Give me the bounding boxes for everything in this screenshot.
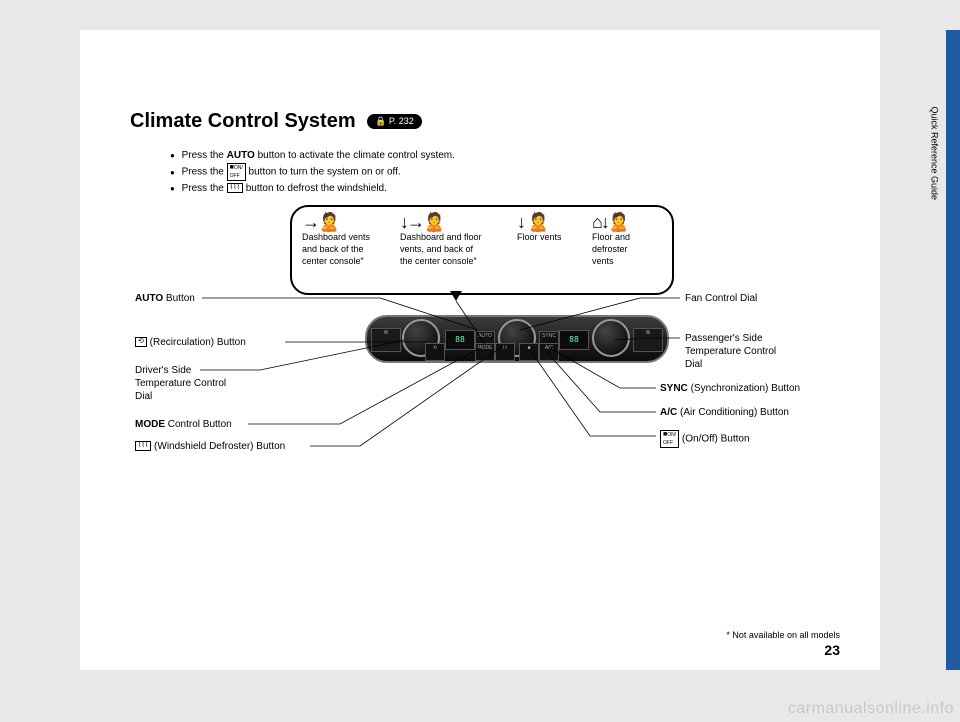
title-text: Climate Control System (130, 110, 356, 132)
vent-mode-3: ↓ 🙎 Floor vents (517, 213, 562, 243)
windshield-icon: ⌇⌇⌇ (135, 441, 151, 451)
page-ref-badge: 🔒 P. 232 (367, 114, 422, 129)
manual-page: Climate Control System 🔒 P. 232 Press th… (80, 30, 880, 670)
watermark: carmanualsonline.info (788, 700, 954, 718)
seat-heat-right: ≋ (633, 328, 663, 352)
callout-passenger-dial: Passenger's Side Temperature Control Dia… (685, 332, 776, 371)
footnote: * Not available on all models (726, 630, 840, 640)
climate-panel: ≋ 88 ⟲ AUTO MODE ⌇⌇ SYNC A/C 88 ■ ≋ (365, 315, 669, 363)
callout-ac: A/C (Air Conditioning) Button (660, 406, 789, 419)
bullet-1: Press the AUTO button to activate the cl… (170, 148, 455, 163)
bullet-2: Press the ■ON/OFF button to turn the sys… (170, 163, 455, 181)
vent-mode-4: ⌂↓🙎 Floor and defroster vents (592, 213, 630, 267)
mode-button[interactable]: MODE (475, 343, 495, 361)
defrost-button[interactable]: ⌇⌇ (495, 343, 515, 361)
vent-mode-1: →🙎 Dashboard vents and back of the cente… (302, 213, 370, 267)
instruction-list: Press the AUTO button to activate the cl… (130, 148, 455, 196)
section-label: Quick Reference Guide (930, 106, 940, 200)
callout-windshield-defrost: ⌇⌇⌇ (Windshield Defroster) Button (135, 440, 285, 453)
callout-mode: MODE Control Button (135, 418, 232, 431)
page-number: 23 (824, 642, 840, 658)
callout-auto: AUTO Button (135, 292, 195, 305)
seat-heat-left: ≋ (371, 328, 401, 352)
vent-pointer (450, 291, 462, 301)
passenger-temp-dial[interactable] (592, 319, 630, 357)
onoff-icon-2: ■ON/OFF (660, 430, 679, 448)
callout-fan-dial: Fan Control Dial (685, 292, 757, 305)
callout-sync: SYNC (Synchronization) Button (660, 382, 800, 395)
ac-button[interactable]: A/C (539, 343, 559, 361)
recirc-button[interactable]: ⟲ (425, 343, 445, 361)
bullet-3: Press the ⌇⌇⌇ button to defrost the wind… (170, 181, 455, 196)
vent-mode-panel: →🙎 Dashboard vents and back of the cente… (290, 205, 674, 295)
callout-onoff: ■ON/OFF (On/Off) Button (660, 430, 750, 448)
passenger-temp-display: 88 (559, 330, 589, 350)
defrost-icon: ⌇⌇⌇ (227, 183, 243, 193)
onoff-button[interactable]: ■ (519, 343, 539, 361)
vent-icon-floor-defrost: ⌂↓🙎 (592, 213, 630, 231)
vent-icon-dashboard: →🙎 (302, 213, 370, 231)
page-title: Climate Control System 🔒 P. 232 (130, 110, 422, 133)
onoff-icon: ■ON/OFF (227, 163, 246, 181)
recirc-icon: ⟲ (135, 337, 147, 347)
callout-driver-dial: Driver's Side Temperature Control Dial (135, 364, 226, 403)
vent-icon-dash-floor: ↓→🙎 (400, 213, 482, 231)
driver-temp-display: 88 (445, 330, 475, 350)
vent-mode-2: ↓→🙎 Dashboard and floor vents, and back … (400, 213, 482, 267)
callout-recirc: ⟲ (Recirculation) Button (135, 336, 246, 349)
vent-icon-floor: ↓ 🙎 (517, 213, 562, 231)
section-tab (946, 30, 960, 670)
